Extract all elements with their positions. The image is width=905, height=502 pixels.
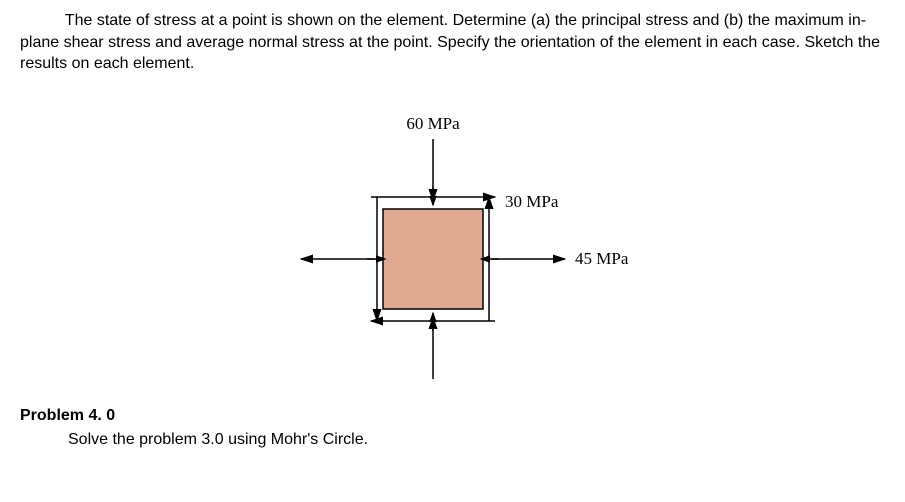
label-top-stress: 60 MPa [406,114,460,133]
problem-statement: The state of stress at a point is shown … [20,10,885,75]
problem-4-text: Solve the problem 3.0 using Mohr's Circl… [68,431,885,449]
stress-diagram: 60 MPa 30 MPa 45 MPa [243,79,663,389]
label-right-stress: 45 MPa [575,249,629,268]
label-shear-stress: 30 MPa [505,192,559,211]
stress-element-square [383,209,483,309]
problem-4-heading: Problem 4. 0 [20,407,885,425]
stress-diagram-container: 60 MPa 30 MPa 45 MPa [20,79,885,389]
